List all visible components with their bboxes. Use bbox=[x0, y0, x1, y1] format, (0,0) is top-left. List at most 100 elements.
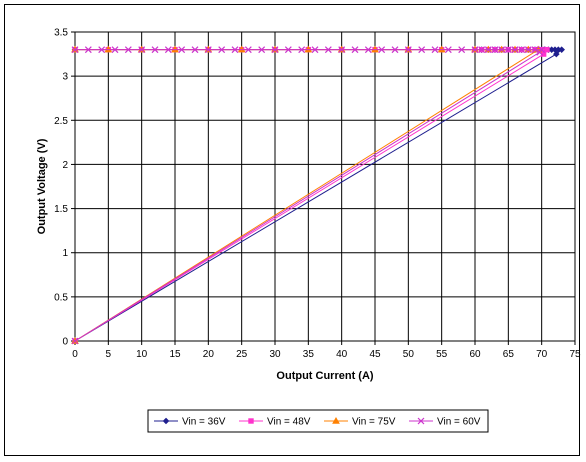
data-point bbox=[124, 46, 132, 54]
data-point-stroke bbox=[471, 46, 479, 54]
data-point bbox=[524, 46, 532, 54]
legend-item: Vin = 60V bbox=[409, 417, 481, 428]
data-point bbox=[324, 46, 332, 54]
data-point-stroke bbox=[244, 46, 252, 54]
x-tick-label: 65 bbox=[503, 349, 515, 360]
data-point-stroke bbox=[84, 46, 92, 54]
legend-swatch-marker bbox=[248, 418, 254, 424]
x-tick-label: 10 bbox=[136, 349, 148, 360]
data-point bbox=[364, 46, 372, 54]
data-point-stroke bbox=[298, 46, 306, 54]
data-point-stroke bbox=[178, 46, 186, 54]
x-tick-label: 70 bbox=[536, 349, 548, 360]
data-point-stroke bbox=[378, 46, 386, 54]
data-point-stroke bbox=[391, 46, 399, 54]
data-point-stroke bbox=[364, 46, 372, 54]
x-tick-label: 30 bbox=[269, 349, 281, 360]
y-tick-labels: 0 0.5 1 1.5 2 2.5 3 3.5 bbox=[54, 28, 75, 348]
data-point bbox=[204, 46, 212, 54]
data-point-stroke bbox=[191, 46, 199, 54]
data-point-stroke bbox=[284, 46, 292, 54]
data-point bbox=[244, 46, 252, 54]
y-tick-label: 1 bbox=[62, 248, 68, 259]
data-point bbox=[504, 46, 512, 54]
data-point-stroke bbox=[311, 46, 319, 54]
data-point bbox=[478, 46, 486, 54]
legend-swatch-marker bbox=[417, 417, 425, 425]
data-point bbox=[151, 46, 159, 54]
x-axis-title: Output Current (A) bbox=[276, 370, 373, 382]
data-point bbox=[231, 46, 239, 54]
x-tick-label: 75 bbox=[569, 349, 581, 360]
data-point bbox=[284, 46, 292, 54]
y-tick-label: 0 bbox=[62, 337, 68, 348]
legend-label: Vin = 48V bbox=[267, 417, 311, 428]
data-point bbox=[191, 46, 199, 54]
legend: Vin = 36V Vin = 48V Vin = 75V Vin = 60V bbox=[147, 409, 489, 433]
data-point bbox=[391, 46, 399, 54]
axes bbox=[74, 31, 576, 342]
legend-box bbox=[147, 409, 489, 433]
data-point bbox=[418, 46, 426, 54]
data-point-stroke bbox=[71, 46, 79, 54]
data-point-stroke bbox=[271, 46, 279, 54]
data-point bbox=[404, 46, 412, 54]
data-point-stroke bbox=[111, 46, 119, 54]
data-point bbox=[311, 46, 319, 54]
data-point-stroke bbox=[491, 46, 499, 54]
data-point bbox=[444, 46, 452, 54]
y-tick-label: 3.5 bbox=[54, 28, 68, 39]
legend-item: Vin = 48V bbox=[239, 417, 311, 428]
data-point-stroke bbox=[484, 46, 492, 54]
data-point-stroke bbox=[504, 46, 512, 54]
data-point bbox=[218, 46, 226, 54]
grid bbox=[74, 31, 576, 342]
legend-swatch-marker-stroke bbox=[417, 417, 425, 425]
data-point bbox=[531, 46, 539, 54]
data-point-stroke bbox=[498, 46, 506, 54]
data-point bbox=[84, 46, 92, 54]
data-point-stroke bbox=[444, 46, 452, 54]
x-tick-label: 35 bbox=[303, 349, 315, 360]
plot-border bbox=[74, 31, 576, 342]
data-point-stroke bbox=[204, 46, 212, 54]
data-point bbox=[258, 46, 266, 54]
x-tick-label: 25 bbox=[236, 349, 248, 360]
data-point bbox=[544, 46, 550, 53]
data-point-stroke bbox=[536, 48, 544, 56]
data-point-stroke bbox=[518, 46, 526, 54]
data-point bbox=[178, 46, 186, 54]
x-tick-label: 5 bbox=[106, 349, 112, 360]
y-tick-label: 3 bbox=[62, 72, 68, 83]
data-point bbox=[164, 46, 172, 54]
data-point-stroke bbox=[218, 46, 226, 54]
data-point bbox=[511, 46, 519, 54]
data-point-stroke bbox=[98, 46, 106, 54]
data-point bbox=[338, 46, 346, 54]
chart-svg: 0 5 10 15 20 25 30 35 40 45 50 55 60 65 70 75 0 0.5 1 1.5 2… bbox=[36, 28, 581, 433]
data-point bbox=[271, 46, 279, 54]
data-point-stroke bbox=[124, 46, 132, 54]
data-point-stroke bbox=[231, 46, 239, 54]
data-point-stroke bbox=[431, 46, 439, 54]
y-tick-label: 0.5 bbox=[54, 292, 68, 303]
series-4 bbox=[71, 46, 546, 345]
data-point-stroke bbox=[71, 337, 79, 345]
data-point bbox=[458, 46, 466, 54]
data-point-stroke bbox=[511, 46, 519, 54]
legend-label: Vin = 75V bbox=[352, 417, 396, 428]
data-point bbox=[558, 46, 565, 53]
x-tick-labels: 0 5 10 15 20 25 30 35 40 45 50 55 60 65 70 75 bbox=[72, 341, 581, 360]
legend-label: Vin = 60V bbox=[437, 417, 481, 428]
data-point-stroke bbox=[338, 46, 346, 54]
legend-label: Vin = 36V bbox=[182, 417, 226, 428]
chart-frame: 0 5 10 15 20 25 30 35 40 45 50 55 60 65 70 75 0 0.5 1 1.5 2… bbox=[4, 4, 581, 456]
data-point-stroke bbox=[418, 46, 426, 54]
data-point bbox=[553, 50, 560, 58]
data-point-stroke bbox=[151, 46, 159, 54]
x-tick-label: 55 bbox=[436, 349, 448, 360]
legend-item: Vin = 36V bbox=[154, 417, 226, 428]
y-axis-title: Output Voltage (V) bbox=[36, 138, 48, 234]
data-point bbox=[431, 46, 439, 54]
data-point-stroke bbox=[404, 46, 412, 54]
